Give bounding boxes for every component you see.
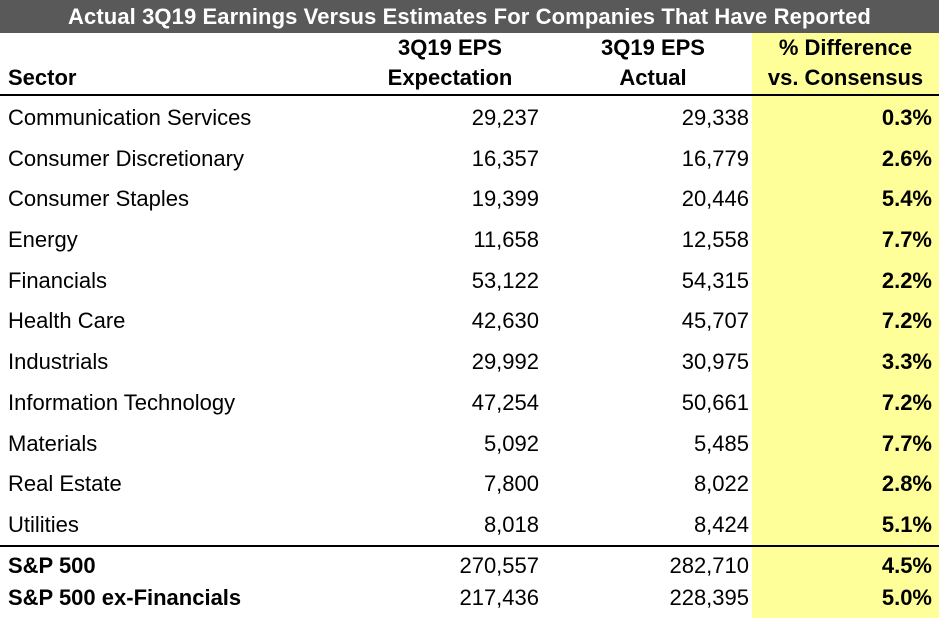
total-expectation-cell: 270,557 bbox=[459, 553, 539, 578]
actual-cell: 5,485 bbox=[693, 430, 749, 456]
expectation-cell: 7,800 bbox=[483, 471, 539, 497]
difference-cell: 3.3% bbox=[881, 349, 932, 375]
difference-cell: 5.1% bbox=[881, 511, 932, 537]
sector-cell: Financials bbox=[8, 267, 108, 293]
table-row: Communication Services 29,237 29,338 0.3… bbox=[0, 98, 939, 139]
header-actual-line2: Actual bbox=[619, 65, 687, 90]
expectation-cell: 11,658 bbox=[473, 227, 539, 253]
difference-cell: 7.2% bbox=[881, 308, 932, 334]
sector-cell: Utilities bbox=[8, 511, 79, 537]
actual-cell: 20,446 bbox=[681, 186, 749, 212]
expectation-cell: 29,237 bbox=[471, 105, 539, 130]
expectation-cell: 5,092 bbox=[483, 430, 539, 456]
difference-cell: 7.2% bbox=[881, 389, 932, 415]
total-sector-cell: S&P 500 ex-Financials bbox=[8, 585, 242, 610]
header-difference-line2: vs. Consensus bbox=[767, 65, 924, 90]
difference-cell: 7.7% bbox=[881, 430, 932, 456]
actual-cell: 50,661 bbox=[681, 389, 749, 415]
total-actual-cell: 282,710 bbox=[669, 553, 749, 578]
actual-cell: 30,975 bbox=[681, 349, 749, 375]
table-row: Materials 5,092 5,485 7.7% bbox=[0, 424, 939, 465]
actual-cell: 29,338 bbox=[681, 105, 749, 130]
total-expectation-cell: 217,436 bbox=[459, 585, 539, 610]
total-row: S&P 500 ex-Financials 217,436 228,395 5.… bbox=[0, 582, 939, 614]
table-row: Financials 53,122 54,315 2.2% bbox=[0, 261, 939, 302]
table-row: Industrials 29,992 30,975 3.3% bbox=[0, 342, 939, 383]
actual-cell: 16,779 bbox=[681, 145, 749, 171]
actual-cell: 54,315 bbox=[681, 267, 749, 293]
expectation-cell: 8,018 bbox=[483, 511, 539, 537]
header-actual-line1: 3Q19 EPS bbox=[601, 35, 705, 60]
table-row: Real Estate 7,800 8,022 2.8% bbox=[0, 464, 939, 505]
actual-cell: 12,558 bbox=[681, 227, 749, 253]
sector-cell: Materials bbox=[8, 430, 98, 456]
total-actual-cell: 228,395 bbox=[669, 585, 749, 610]
difference-cell: 2.2% bbox=[881, 267, 932, 293]
sector-cell: Consumer Discretionary bbox=[8, 145, 244, 171]
sector-rows: Communication Services 29,237 29,338 0.3… bbox=[0, 98, 939, 546]
difference-column-highlight bbox=[752, 33, 939, 618]
expectation-cell: 47,254 bbox=[471, 389, 539, 415]
total-sector-cell: S&P 500 bbox=[8, 553, 96, 578]
difference-cell: 0.3% bbox=[881, 105, 932, 130]
header-expectation-line2: Expectation bbox=[387, 65, 513, 90]
actual-cell: 45,707 bbox=[681, 308, 749, 334]
difference-cell: 2.6% bbox=[881, 145, 932, 171]
expectation-cell: 42,630 bbox=[471, 308, 539, 334]
sector-cell: Real Estate bbox=[8, 471, 122, 497]
expectation-cell: 29,992 bbox=[471, 349, 539, 375]
sector-cell: Industrials bbox=[8, 349, 109, 375]
sector-cell: Communication Services bbox=[8, 105, 252, 130]
header-difference-line1: % Difference bbox=[778, 35, 913, 60]
sector-cell: Consumer Staples bbox=[8, 186, 189, 212]
totals-rule bbox=[0, 545, 939, 547]
actual-cell: 8,022 bbox=[693, 471, 749, 497]
table-row: Health Care 42,630 45,707 7.2% bbox=[0, 301, 939, 342]
table-row: Consumer Discretionary 16,357 16,779 2.6… bbox=[0, 139, 939, 180]
difference-cell: 5.4% bbox=[881, 186, 932, 212]
expectation-cell: 19,399 bbox=[471, 186, 539, 212]
header-expectation-line1: 3Q19 EPS bbox=[398, 35, 502, 60]
header-sector: Sector bbox=[8, 65, 77, 90]
table-title: Actual 3Q19 Earnings Versus Estimates Fo… bbox=[0, 0, 939, 33]
header-rule bbox=[0, 94, 939, 96]
total-row: S&P 500 270,557 282,710 4.5% bbox=[0, 550, 939, 582]
total-difference-cell: 5.0% bbox=[881, 585, 932, 610]
difference-cell: 2.8% bbox=[881, 471, 932, 497]
expectation-cell: 53,122 bbox=[471, 267, 539, 293]
table-row: Utilities 8,018 8,424 5.1% bbox=[0, 505, 939, 546]
sector-cell: Health Care bbox=[8, 308, 126, 334]
table-row: Energy 11,658 12,558 7.7% bbox=[0, 220, 939, 261]
table-row: Information Technology 47,254 50,661 7.2… bbox=[0, 383, 939, 424]
sector-cell: Information Technology bbox=[8, 389, 236, 415]
difference-cell: 7.7% bbox=[881, 227, 932, 253]
sector-cell: Energy bbox=[8, 227, 78, 253]
total-difference-cell: 4.5% bbox=[881, 553, 932, 578]
table-row: Consumer Staples 19,399 20,446 5.4% bbox=[0, 179, 939, 220]
expectation-cell: 16,357 bbox=[471, 145, 539, 171]
actual-cell: 8,424 bbox=[693, 511, 749, 537]
totals-rows: S&P 500 270,557 282,710 4.5% S&P 500 ex-… bbox=[0, 550, 939, 614]
